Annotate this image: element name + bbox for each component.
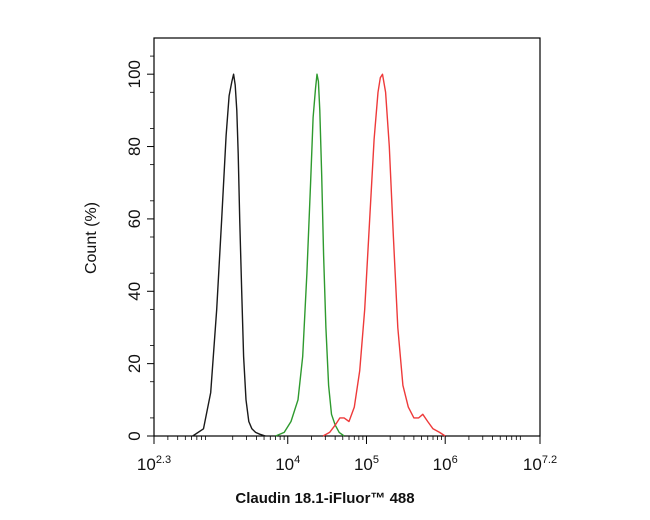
x-tick-base: 10 [275,455,294,474]
y-axis: 0 20 40 60 80 100 [125,55,154,441]
series-layer [192,73,446,437]
y-tick-label: 100 [125,60,144,88]
x-axis: 102.3 104 105 106 107.2 [137,436,557,474]
x-tick-base: 10 [523,455,542,474]
y-tick-label: 0 [125,431,144,440]
series-line-1 [275,73,345,437]
x-tick-label: 105 [354,454,379,474]
x-tick-label: 107.2 [523,454,557,474]
x-tick-label: 102.3 [137,454,171,474]
x-tick-exponent: 7.2 [542,454,557,466]
series-line-0 [192,73,266,437]
x-tick-label: 104 [275,454,300,474]
series-line-2 [322,73,446,437]
x-tick-base: 10 [137,455,156,474]
x-tick-base: 10 [354,455,373,474]
x-axis-title: Claudin 18.1-iFluor™ 488 [235,490,414,507]
x-tick-label: 106 [433,454,458,474]
y-tick-label: 20 [125,354,144,373]
x-tick-base: 10 [433,455,452,474]
x-tick-exponent: 5 [373,454,379,466]
x-tick-exponent: 2.3 [156,454,171,466]
x-tick-exponent: 6 [452,454,458,466]
y-tick-label: 40 [125,282,144,301]
y-axis-title: Count (%) [83,202,100,274]
y-tick-label: 60 [125,209,144,228]
y-tick-label: 80 [125,137,144,156]
x-tick-exponent: 4 [294,454,300,466]
